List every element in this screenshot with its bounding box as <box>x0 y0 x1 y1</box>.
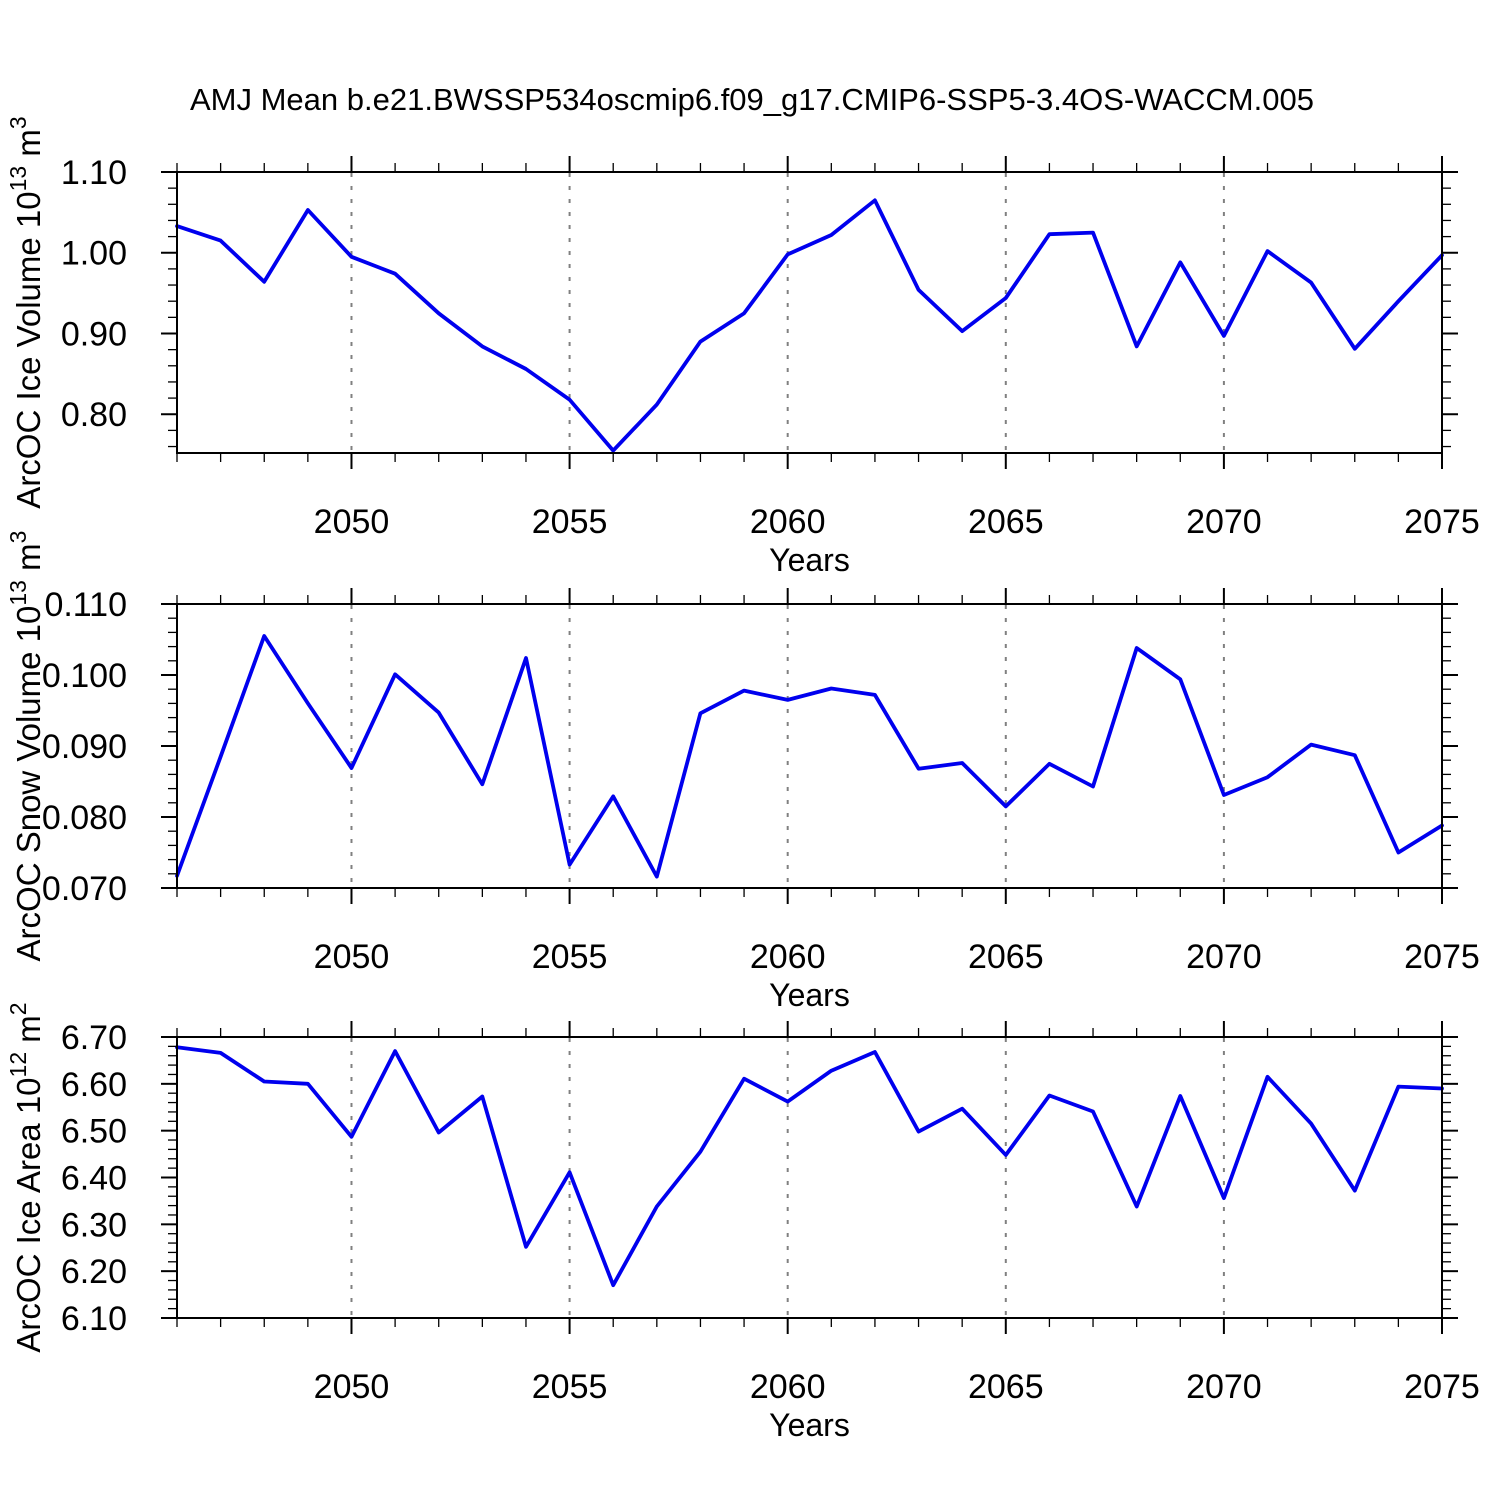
snow-volume-ytick-label: 0.090 <box>42 728 127 766</box>
ice-volume-yaxis-title: ArcOC Ice Volume 1013 m3 <box>5 116 47 508</box>
ice-volume-xtick-label: 2050 <box>314 503 390 541</box>
ice-area-frame <box>176 1036 1443 1319</box>
ice-volume-ytick-label: 0.80 <box>61 396 127 434</box>
ice-area-xtick-label: 2055 <box>532 1368 608 1406</box>
ice-area-xtick-label: 2065 <box>968 1368 1044 1406</box>
ice-area-panel: 6.10 6.20 6.30 6.40 6.50 6.60 6.70 2050 2055 2060… <box>5 1002 1480 1443</box>
snow-volume-ytick-label: 0.070 <box>42 870 127 908</box>
snow-volume-xtick-label: 2065 <box>968 938 1044 976</box>
ice-volume-frame <box>176 171 1443 454</box>
ice-volume-xtick-label: 2070 <box>1186 503 1262 541</box>
ice-volume-xtick-label: 2055 <box>532 503 608 541</box>
snow-volume-xtick-label: 2055 <box>532 938 608 976</box>
ice-area-line <box>175 1045 1444 1288</box>
snow-volume-xtick-label: 2050 <box>314 938 390 976</box>
ice-volume-line <box>175 198 1444 453</box>
ice-area-xtick-label: 2050 <box>314 1368 390 1406</box>
ice-area-ytick-label: 6.10 <box>61 1300 127 1338</box>
ice-area-ytick-label: 6.50 <box>61 1113 127 1151</box>
ice-area-xtick-label: 2075 <box>1404 1368 1480 1406</box>
snow-volume-yaxis-title: ArcOC Snow Volume 1013 m3 <box>5 531 47 962</box>
snow-volume-xaxis-title: Years <box>769 977 850 1013</box>
ice-area-ytick-label: 6.40 <box>61 1160 127 1198</box>
ice-area-xaxis-title: Years <box>769 1407 850 1443</box>
figure-title: AMJ Mean b.e21.BWSSP534oscmip6.f09_g17.C… <box>190 82 1314 117</box>
snow-volume-xtick-label: 2060 <box>750 938 826 976</box>
ice-volume-ytick-label: 1.00 <box>61 235 127 273</box>
snow-volume-line <box>175 634 1444 879</box>
snow-volume-xtick-label: 2070 <box>1186 938 1262 976</box>
ice-volume-xtick-label: 2065 <box>968 503 1044 541</box>
ice-volume-xtick-label: 2060 <box>750 503 826 541</box>
ice-area-yaxis-title: ArcOC Ice Area 1012 m2 <box>5 1002 47 1352</box>
ice-area-ytick-label: 6.20 <box>61 1253 127 1291</box>
ice-volume-xaxis-title: Years <box>769 542 850 578</box>
snow-volume-xtick-label: 2075 <box>1404 938 1480 976</box>
snow-volume-frame <box>176 603 1443 889</box>
snow-volume-ytick-label: 0.080 <box>42 799 127 837</box>
ice-volume-panel: 0.80 0.90 1.00 1.10 2050 2055 2060 2065 2070 2075… <box>5 116 1480 578</box>
ice-volume-ytick-label: 1.10 <box>61 154 127 192</box>
ice-area-xtick-label: 2070 <box>1186 1368 1262 1406</box>
snow-volume-ytick-label: 0.110 <box>44 586 127 624</box>
snow-volume-ytick-label: 0.100 <box>42 657 127 695</box>
ice-area-xtick-label: 2060 <box>750 1368 826 1406</box>
ice-area-ytick-label: 6.70 <box>61 1019 127 1057</box>
ice-area-ytick-label: 6.30 <box>61 1206 127 1244</box>
ice-area-ytick-label: 6.60 <box>61 1066 127 1104</box>
ice-volume-xtick-label: 2075 <box>1404 503 1480 541</box>
snow-volume-panel: 0.070 0.080 0.090 0.100 0.110 2050 2055 2060 206… <box>5 531 1480 1013</box>
ice-volume-ytick-label: 0.90 <box>61 315 127 353</box>
